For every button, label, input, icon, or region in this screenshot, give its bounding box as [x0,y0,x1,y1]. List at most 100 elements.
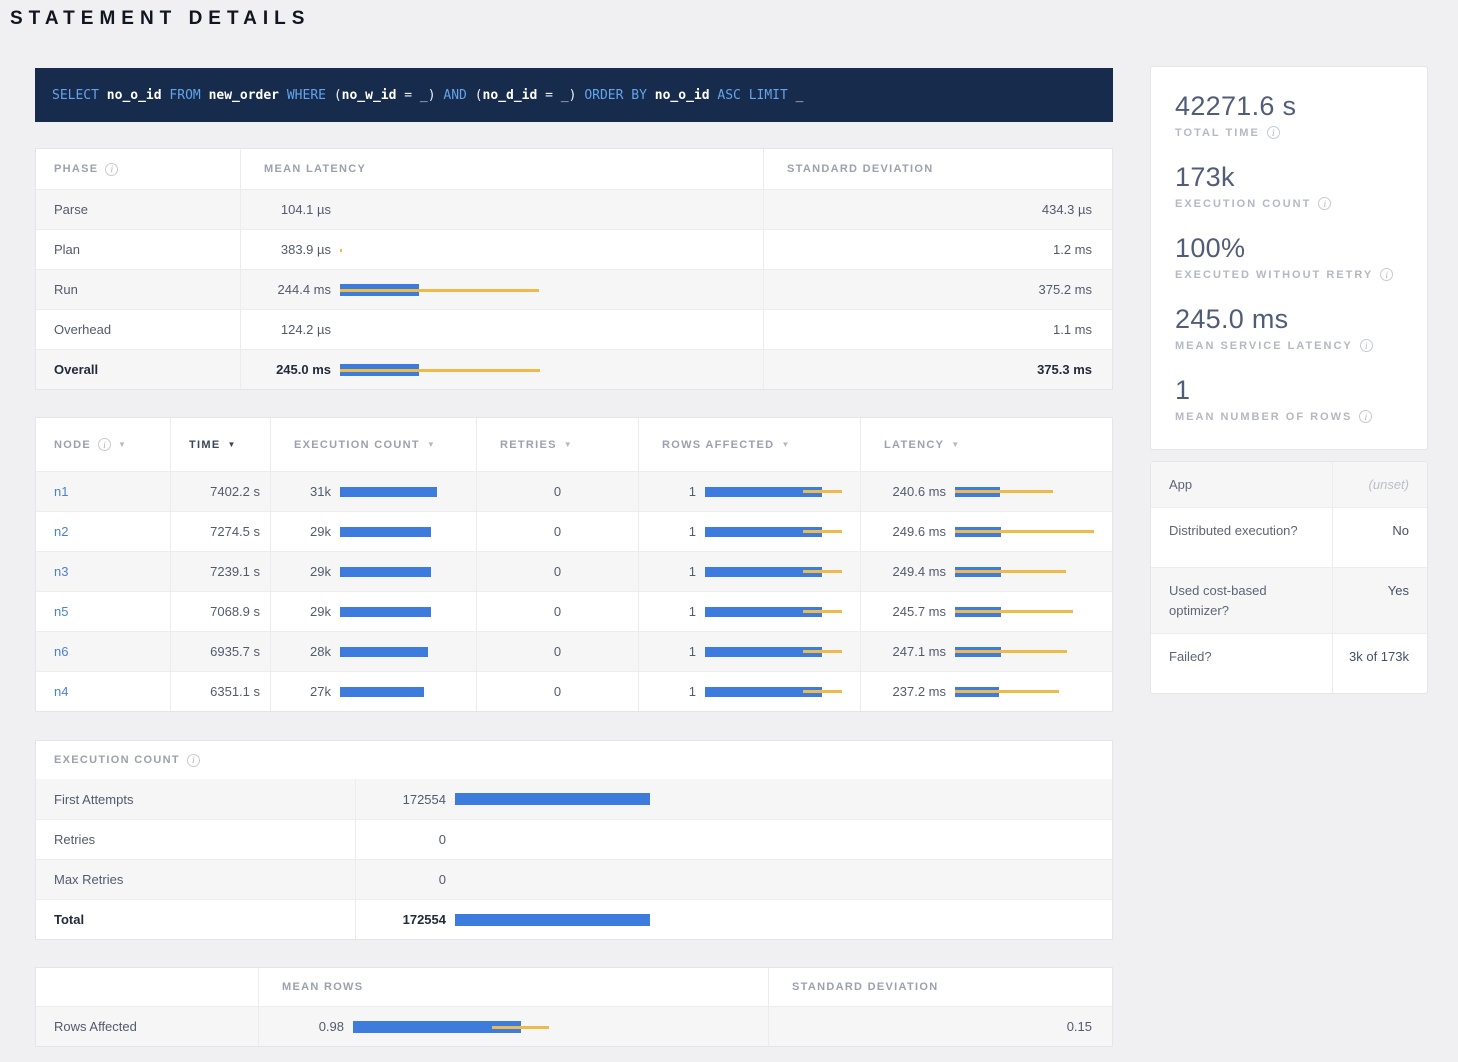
node-link-n1[interactable]: n1 [54,484,69,499]
summary-stat: 245.0 ms MEAN SERVICE LATENCY i [1175,304,1403,352]
retries-column-header[interactable]: RETRIES ▼ [477,418,639,471]
mean-latency-cell: 245.0 ms [241,350,764,389]
stat-label: TOTAL TIME i [1175,126,1403,139]
stddev-whisker [955,649,1067,653]
execution-count-bar [340,524,437,540]
mean-bar [340,486,437,497]
latency-bar [340,362,540,378]
execution-count-cell: 29k [271,552,477,591]
mean-bar [455,913,650,926]
fact-row: App (unset) [1151,462,1427,508]
execution-count-bar [340,604,437,620]
empty-column-header [36,968,259,1006]
node-link-n5[interactable]: n5 [54,604,69,619]
latency-cell: 247.1 ms [861,632,1112,671]
info-icon[interactable]: i [1318,197,1332,210]
latency-bar [955,524,1095,540]
execution-count-value-cell: 0 [356,820,1112,859]
latency-bar [340,242,540,258]
stddev-whisker [955,609,1073,613]
phase-table-header: PHASE i MEAN LATENCY STANDARD DEVIATION [36,149,1112,189]
rows-affected-cell: 1 [639,592,861,631]
phase-name: Run [36,270,241,309]
node-row: n1 7402.2 s 31k 0 1 240.6 ms [36,471,1112,511]
node-column-header[interactable]: NODE i ▼ [36,418,171,471]
fact-label: App [1151,462,1333,508]
execution-count-bar [455,872,655,888]
node-link-n2[interactable]: n2 [54,524,69,539]
std-dev-cell: 1.2 ms [1052,242,1092,257]
mean-latency-cell: 104.1 µs [241,190,764,229]
mean-bar [705,526,822,537]
std-dev-cell: 0.15 [1066,1019,1092,1034]
execution-count-column-header[interactable]: EXECUTION COUNT ▼ [271,418,477,471]
execution-count-row: First Attempts 172554 [36,779,1112,819]
info-icon[interactable]: i [1266,126,1280,139]
fact-label: Distributed execution? [1151,508,1333,568]
stddev-whisker [803,569,843,573]
time-cell: 6935.7 s [171,632,271,671]
latency-cell: 249.4 ms [861,552,1112,591]
execution-count-row: Total 172554 [36,899,1112,939]
execution-count-label: Total [36,900,356,939]
mean-latency-cell: 124.2 µs [241,310,764,349]
info-icon[interactable]: i [186,753,200,767]
execution-count-cell: 31k [271,472,477,511]
fact-value: 3k of 173k [1349,649,1409,665]
rows-affected-row: Rows Affected 0.98 0.15 [36,1006,1112,1046]
fact-label: Used cost-based optimizer? [1151,568,1333,634]
stddev-whisker [803,489,843,493]
execution-count-bar [455,912,655,928]
time-cell: 6351.1 s [171,672,271,711]
latency-bar [340,202,540,218]
rows-affected-cell: 1 [639,472,861,511]
latency-cell: 249.6 ms [861,512,1112,551]
mean-latency-column-header: MEAN LATENCY [241,149,764,189]
rows-affected-column-header[interactable]: ROWS AFFECTED ▼ [639,418,861,471]
node-link-n3[interactable]: n3 [54,564,69,579]
info-icon[interactable]: i [1359,339,1373,352]
mean-rows-column-header: MEAN ROWS [259,968,769,1006]
node-link-n6[interactable]: n6 [54,644,69,659]
summary-card: 42271.6 s TOTAL TIME i 173k EXECUTION COUNT i… [1150,66,1428,450]
mean-bar [455,793,650,805]
mean-bar [340,646,428,657]
info-icon[interactable]: i [97,438,111,451]
info-icon[interactable]: i [1380,268,1394,281]
phase-name: Parse [36,190,241,229]
rows-affected-table: MEAN ROWS STANDARD DEVIATION Rows Affected… [35,967,1113,1047]
execution-count-table: EXECUTION COUNT i First Attempts 172554 Retr… [35,740,1113,940]
node-table: NODE i ▼ TIME ▼ EXECUTION COUNT ▼ RETRIES ▼ ROWS … [35,417,1113,712]
phase-row: Overhead 124.2 µs 1.1 ms [36,309,1112,349]
stddev-whisker [955,489,1053,493]
standard-deviation-column-header: STANDARD DEVIATION [792,981,939,993]
fact-row: Distributed execution? No [1151,507,1427,568]
execution-count-cell: 29k [271,512,477,551]
mean-latency-cell: 383.9 µs [241,230,764,269]
retries-cell: 0 [477,552,639,591]
node-link-n4[interactable]: n4 [54,684,69,699]
stat-value: 173k [1175,162,1235,192]
rows-affected-bar [705,644,845,660]
summary-stat: 100% EXECUTED WITHOUT RETRY i [1175,233,1403,281]
retries-cell: 0 [477,592,639,631]
latency-bar [340,322,540,338]
time-cell: 7068.9 s [171,592,271,631]
latency-column-header[interactable]: LATENCY ▼ [884,438,960,451]
execution-count-row: Retries 0 [36,819,1112,859]
stat-value: 245.0 ms [1175,304,1289,334]
sort-arrow-icon: ▼ [117,440,126,449]
mean-rows-cell: 0.98 [259,1007,769,1046]
execution-count-label: Retries [36,820,356,859]
execution-count-bar [340,644,437,660]
stat-value: 42271.6 s [1175,91,1297,121]
info-icon[interactable]: i [1359,410,1373,423]
node-row: n3 7239.1 s 29k 0 1 249.4 ms [36,551,1112,591]
mean-bar [340,566,431,577]
rows-affected-bar [705,524,845,540]
mean-bar [705,566,822,577]
phase-column-header: PHASE i [36,149,241,189]
info-icon[interactable]: i [105,162,119,176]
time-column-header[interactable]: TIME ▼ [171,418,271,471]
latency-bar [955,564,1095,580]
